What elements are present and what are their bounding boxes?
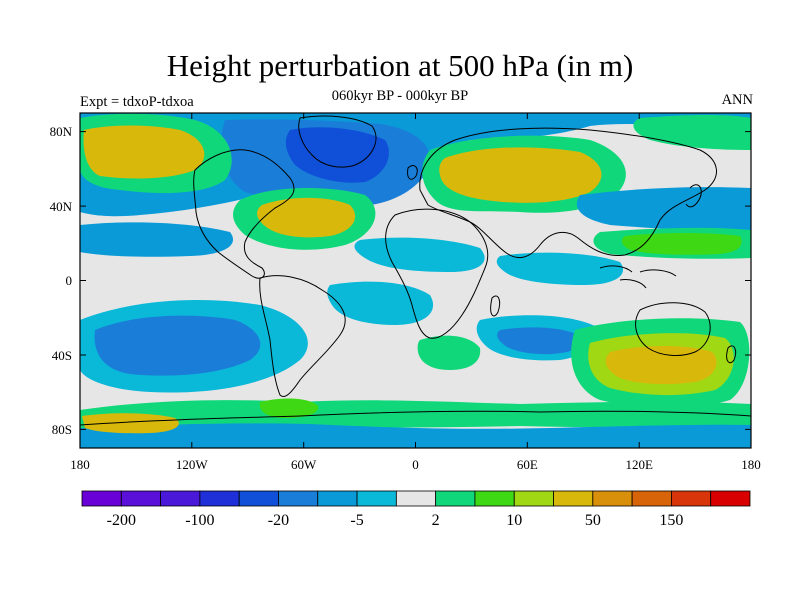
colorbar-label: 50: [585, 512, 601, 529]
colorbar-label: -100: [185, 512, 214, 529]
south-america-coast: [259, 275, 346, 397]
lon-label-120e: 120E: [625, 457, 653, 472]
colorbar-swatch: [278, 490, 319, 507]
colorbar-swatch: [317, 490, 358, 507]
lon-label-120w: 120W: [176, 457, 209, 472]
british-isles-coast: [407, 165, 418, 180]
west-atlantic-tropical-negative: [80, 222, 234, 257]
south-indian-positive-max: [605, 346, 717, 385]
colorbar-label: 10: [506, 512, 522, 529]
south-atlantic-positive: [417, 335, 481, 370]
south-indian-negative-core: [497, 327, 582, 355]
antarctica-coast: [80, 410, 751, 426]
south-atlantic-negative: [327, 281, 434, 325]
east-asia-negative-band: [576, 187, 751, 231]
colorbar-swatch: [199, 490, 240, 507]
africa-indian-tropical-negative: [354, 237, 485, 272]
season-label: ANN: [721, 92, 753, 108]
coastlines: [80, 115, 751, 426]
colorbar-swatch: [474, 490, 515, 507]
colorbar-swatch: [238, 490, 279, 507]
west-pacific-core: [621, 233, 742, 255]
colorbar-label: -20: [268, 512, 289, 529]
new-zealand-coast: [726, 345, 737, 364]
northeast-pacific-positive: [633, 115, 751, 150]
antarctic-peninsula-patch: [259, 398, 319, 418]
antarctic-positive-patch: [82, 413, 179, 434]
colorbar-swatch: [395, 490, 437, 507]
lon-label-60w: 60W: [291, 457, 317, 472]
colorbar-swatch: [631, 490, 672, 507]
colorbar-swatch: [710, 490, 751, 507]
eurasia-core: [439, 147, 602, 203]
lon-label-0: 0: [412, 457, 419, 472]
greenland-core-region: [285, 127, 389, 183]
southern-ocean-negative-band: [80, 423, 751, 448]
south-pacific-negative-core: [94, 315, 261, 376]
colorbar-label: -5: [350, 512, 363, 529]
colorbar-swatch: [81, 490, 122, 507]
colorbar-swatch: [160, 490, 201, 507]
lat-label-80n: 80N: [50, 124, 73, 139]
colorbar-swatch: [671, 490, 712, 507]
colorbar-swatch: [120, 490, 161, 507]
experiment-label: Expt = tdxoP-tdxoa: [80, 94, 194, 110]
lat-axis: 80N 40N 0 40S 80S: [50, 124, 751, 437]
colorbar: -200 -100 -20 -5 2 10 50 150: [81, 490, 751, 529]
lat-label-0: 0: [66, 273, 73, 288]
colorbar-label: -200: [107, 512, 136, 529]
height-field: [80, 113, 751, 448]
lon-label-180w: 180: [70, 457, 90, 472]
north-atlantic-core: [257, 197, 356, 238]
colorbar-swatch: [356, 490, 397, 507]
japan-coast: [685, 184, 702, 208]
north-pacific-core: [83, 125, 205, 179]
plot-title: Height perturbation at 500 hPa (in m): [166, 48, 634, 83]
north-america-coast: [193, 149, 295, 279]
greenland-coast: [298, 115, 377, 168]
indian-ocean-negative: [496, 252, 624, 285]
colorbar-swatch: [592, 490, 633, 507]
australia-coast: [635, 302, 711, 356]
lat-label-40s: 40S: [52, 348, 72, 363]
colorbar-swatch: [435, 490, 476, 507]
lat-label-40n: 40N: [50, 199, 73, 214]
lon-label-180e: 180: [741, 457, 761, 472]
colorbar-swatch: [553, 490, 594, 507]
southern-ocean-positive-band: [80, 400, 751, 429]
lon-label-60e: 60E: [517, 457, 538, 472]
indonesia-coast: [599, 265, 677, 289]
colorbar-label: 150: [659, 512, 683, 529]
plot-subtitle: 060kyr BP - 000kyr BP: [331, 88, 469, 104]
eurasia-coast: [419, 127, 717, 259]
colorbar-swatch: [513, 490, 554, 507]
colorbar-label: 2: [432, 512, 440, 529]
lon-axis: 180 120W 60W 0 60E 120E 180: [70, 113, 761, 472]
lat-label-80s: 80S: [52, 422, 72, 437]
madagascar-coast: [490, 295, 501, 317]
africa-coast: [385, 208, 489, 339]
